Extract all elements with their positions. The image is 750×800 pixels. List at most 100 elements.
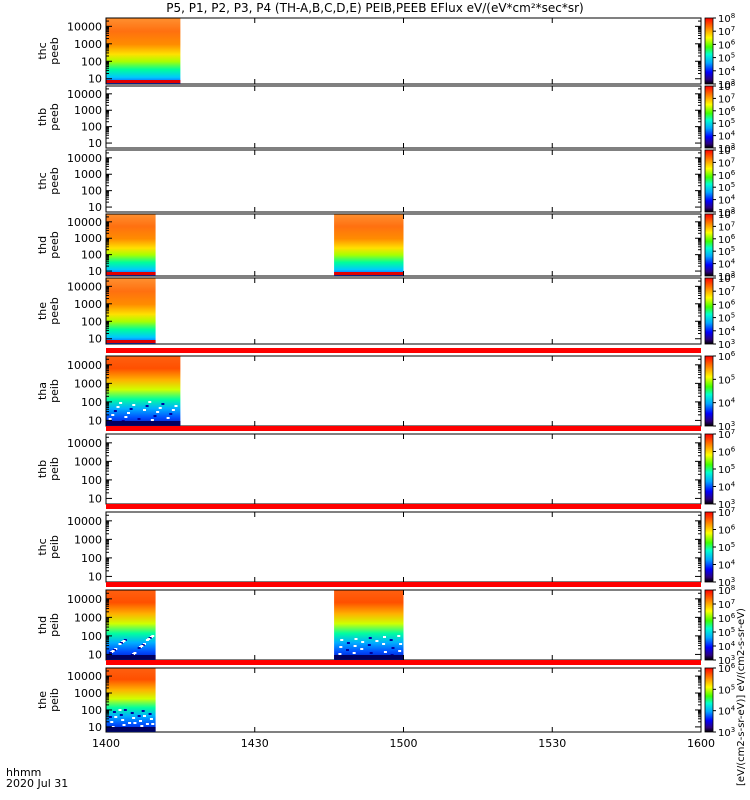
y-tick-label: 10000 <box>67 216 102 229</box>
noise-speck <box>397 635 401 637</box>
colorbar <box>704 17 714 85</box>
colorbar-tick-label: 108 <box>718 584 735 597</box>
noise-speck <box>116 406 120 408</box>
y-tick-label: 10000 <box>67 593 102 606</box>
spectrogram-block <box>334 214 404 276</box>
noise-speck <box>121 719 125 721</box>
y-tick-label: 10 <box>88 265 102 278</box>
panel-frame <box>105 511 702 583</box>
panel-probe-label: the <box>36 691 49 709</box>
noise-speck <box>346 642 350 644</box>
noise-speck <box>352 652 356 654</box>
colorbar <box>704 667 714 733</box>
y-tick-label: 100 <box>81 55 102 68</box>
colorbar-tick-label: 107 <box>718 92 735 105</box>
colorbar-tick-label: 106 <box>718 612 736 625</box>
noise-speck <box>399 643 403 645</box>
low-energy-band <box>106 421 181 425</box>
panel-product-label: peeb <box>48 37 61 65</box>
colorbar-tick-label: 105 <box>718 626 735 639</box>
colorbar-tick-label: 107 <box>718 598 735 611</box>
spectrogram-block <box>106 278 156 344</box>
y-tick-label: 100 <box>81 185 102 198</box>
low-energy-band <box>334 655 404 659</box>
noise-speck <box>360 648 364 650</box>
y-tick-label: 10 <box>88 570 102 583</box>
noise-speck <box>150 419 154 421</box>
panel-product-label: peeb <box>48 231 61 259</box>
colorbar-tick-label: 108 <box>718 144 735 157</box>
noise-speck <box>130 712 134 714</box>
y-tick-label: 100 <box>81 630 102 643</box>
noise-speck <box>132 717 136 719</box>
colorbar-tick-label: 106 <box>718 105 736 118</box>
noise-speck <box>108 716 112 718</box>
y-tick-label: 10 <box>88 721 102 734</box>
colorbar-tick-label: 104 <box>718 481 736 494</box>
noise-speck <box>123 709 127 711</box>
panel-frame <box>105 277 702 345</box>
panel-probe-label: thd <box>36 616 49 634</box>
noise-speck <box>398 650 402 652</box>
colorbar-tick-label: 105 <box>718 117 735 130</box>
y-tick-label: 1000 <box>74 104 102 117</box>
noise-speck <box>169 413 173 415</box>
colorbar <box>704 85 714 149</box>
y-tick-label: 1000 <box>74 232 102 245</box>
y-tick-label: 100 <box>81 396 102 409</box>
y-tick-label: 10000 <box>67 20 102 33</box>
x-tick-label: 1500 <box>390 737 418 750</box>
x-tick-label: 1430 <box>241 737 269 750</box>
noise-speck <box>148 401 152 403</box>
panel-product-label: peib <box>48 535 61 559</box>
colorbar-unit-label: [eV/(cm2-s-sr-eV)] eV/(cm2-s-sr-eV) <box>736 608 747 786</box>
noise-speck <box>108 652 112 654</box>
noise-speck <box>375 640 379 642</box>
noise-speck <box>119 402 123 404</box>
panel-probe-label: thc <box>36 538 49 555</box>
panel-label: thc peeb <box>36 37 61 65</box>
colorbar-tick-label: 106 <box>718 524 736 537</box>
noise-speck <box>141 710 145 712</box>
noise-speck <box>161 403 165 405</box>
noise-speck <box>111 414 115 416</box>
panel-probe-label: thb <box>36 460 49 478</box>
panel-product-label: peib <box>48 613 61 637</box>
colorbar-tick-label: 104 <box>718 65 736 78</box>
noise-speck <box>145 723 149 725</box>
noise-speck <box>361 641 365 643</box>
low-energy-band <box>106 655 156 659</box>
low-energy-band <box>106 80 181 83</box>
noise-speck <box>149 718 153 720</box>
panel-frame <box>105 85 702 149</box>
spectrogram-block <box>106 668 156 732</box>
panel-label: thb peib <box>36 457 61 481</box>
y-tick-label: 10 <box>88 648 102 661</box>
panel-frame <box>105 433 702 505</box>
colorbar <box>704 589 714 661</box>
low-energy-band <box>106 340 156 343</box>
colorbar <box>704 511 714 583</box>
low-energy-band <box>106 272 156 275</box>
noise-speck <box>391 647 395 649</box>
noise-speck <box>137 418 141 420</box>
panel-label: thc peib <box>36 535 61 559</box>
date-label: 2020 Jul 31 <box>6 777 69 790</box>
colorbar-tick-label: 108 <box>718 12 735 25</box>
noise-speck <box>338 653 342 655</box>
y-tick-label: 10000 <box>67 437 102 450</box>
time-format-label: hhmm <box>6 766 42 779</box>
noise-speck <box>340 639 344 641</box>
panel-label: the peib <box>36 688 61 712</box>
noise-speck <box>127 412 130 414</box>
y-tick-label: 1000 <box>74 455 102 468</box>
y-tick-label: 10000 <box>67 359 102 372</box>
noise-speck <box>118 643 122 645</box>
noise-speck <box>143 715 146 717</box>
y-tick-label: 10 <box>88 201 102 214</box>
noise-speck <box>383 651 387 653</box>
y-tick-label: 10 <box>88 414 102 427</box>
colorbar-tick-label: 106 <box>718 662 736 675</box>
y-tick-label: 10000 <box>67 280 102 293</box>
